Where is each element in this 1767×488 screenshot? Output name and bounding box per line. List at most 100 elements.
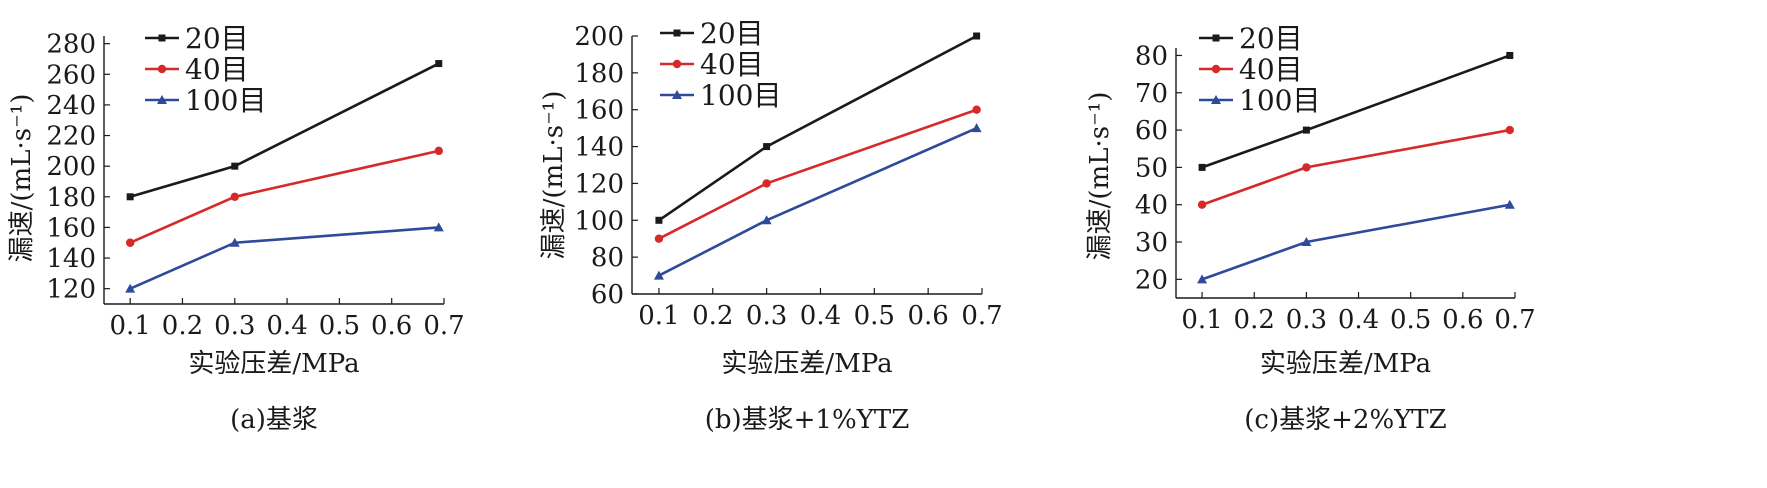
series-line-2 xyxy=(1201,128,1511,206)
data-point xyxy=(1301,237,1312,247)
y-tick-label: 120 xyxy=(574,169,624,199)
y-tick-label: 20 xyxy=(1135,265,1168,295)
series-line-3 xyxy=(658,126,978,277)
y-tick-label: 160 xyxy=(46,213,96,243)
y-tick-label: 120 xyxy=(46,275,96,305)
y-tick-label: 80 xyxy=(591,243,624,273)
y-tick-label: 100 xyxy=(574,206,624,236)
series-line-2 xyxy=(129,149,440,244)
data-point xyxy=(1302,126,1310,134)
series-line-2 xyxy=(658,108,978,240)
x-tick-label: 0.6 xyxy=(1442,305,1483,335)
x-tick-label: 0.3 xyxy=(1286,305,1327,335)
data-point xyxy=(1302,163,1311,172)
legend-label: 100目 xyxy=(185,84,266,117)
y-tick-label: 140 xyxy=(574,133,624,163)
x-axis-title: 实验压差/MPa xyxy=(1260,349,1431,379)
x-tick-label: 0.7 xyxy=(423,311,464,341)
data-point xyxy=(1504,199,1515,209)
data-point xyxy=(125,238,135,247)
y-tick-label: 80 xyxy=(1135,41,1168,71)
y-tick-label: 240 xyxy=(46,91,96,121)
y-tick-label: 160 xyxy=(574,96,624,126)
x-tick-label: 0.3 xyxy=(746,301,787,331)
panel-caption: (c)基浆+2%YTZ xyxy=(1244,405,1446,435)
legend-marker xyxy=(157,95,167,104)
legend-label: 100目 xyxy=(700,79,781,112)
data-point xyxy=(231,162,239,170)
data-point xyxy=(125,283,136,293)
data-point xyxy=(762,179,771,188)
panel-caption: (b)基浆+1%YTZ xyxy=(705,405,910,435)
x-tick-label: 0.5 xyxy=(854,301,895,331)
data-point xyxy=(972,105,981,114)
legend-marker xyxy=(672,59,682,69)
data-point xyxy=(229,237,240,247)
y-axis-title: 漏速/(mL·s⁻¹) xyxy=(1085,92,1115,261)
y-tick-label: 180 xyxy=(46,183,96,213)
data-point xyxy=(763,143,771,151)
series-line-3 xyxy=(1201,203,1511,281)
y-tick-label: 30 xyxy=(1135,228,1168,258)
legend-marker xyxy=(158,34,166,42)
x-tick-label: 0.1 xyxy=(638,301,679,331)
y-tick-label: 220 xyxy=(46,122,96,152)
data-point xyxy=(1506,51,1514,59)
x-axis-title: 实验压差/MPa xyxy=(188,349,359,379)
x-tick-label: 0.5 xyxy=(319,311,360,341)
data-point xyxy=(973,32,981,40)
x-tick-label: 0.1 xyxy=(109,311,150,341)
y-tick-label: 260 xyxy=(46,60,96,90)
data-point xyxy=(126,193,134,201)
y-tick-label: 60 xyxy=(591,280,624,310)
legend-marker xyxy=(1211,95,1221,104)
x-tick-label: 0.6 xyxy=(371,311,412,341)
y-tick-label: 280 xyxy=(46,30,96,60)
x-tick-label: 0.7 xyxy=(961,301,1002,331)
data-point xyxy=(435,60,443,68)
legend-label: 100目 xyxy=(1239,84,1320,117)
x-tick-label: 0.2 xyxy=(692,301,733,331)
y-axis-title: 漏速/(mL·s⁻¹) xyxy=(7,94,37,263)
data-point xyxy=(654,234,664,243)
legend-label: 40目 xyxy=(185,53,249,86)
panel-caption: (a)基浆 xyxy=(230,405,318,435)
legend-label: 40目 xyxy=(700,48,764,81)
legend-marker xyxy=(1211,64,1221,74)
series-line-1 xyxy=(129,62,440,199)
y-tick-label: 200 xyxy=(46,152,96,182)
y-tick-label: 50 xyxy=(1135,153,1168,183)
data-point xyxy=(653,270,664,280)
x-tick-label: 0.3 xyxy=(214,311,255,341)
legend-marker xyxy=(1212,34,1220,42)
chart-panel-3: 20 30 40 50 60 70 80 0.1 0.2 0.3 0.4 0.5 0.6 0.7 实验压差/… xyxy=(1085,22,1536,435)
y-tick-label: 40 xyxy=(1135,191,1168,221)
x-tick-label: 0.2 xyxy=(1234,305,1275,335)
legend-label: 40目 xyxy=(1239,53,1303,86)
x-tick-label: 0.4 xyxy=(800,301,841,331)
data-point xyxy=(971,123,982,133)
x-tick-label: 0.6 xyxy=(907,301,948,331)
legend-label: 20目 xyxy=(700,17,764,50)
legend-marker xyxy=(157,64,167,74)
data-point xyxy=(433,222,444,232)
x-tick-label: 0.4 xyxy=(1338,305,1379,335)
x-tick-label: 0.2 xyxy=(162,311,203,341)
data-point xyxy=(434,146,443,156)
data-point xyxy=(1197,200,1207,209)
y-tick-label: 70 xyxy=(1135,79,1168,109)
data-point xyxy=(761,215,772,225)
x-tick-label: 0.5 xyxy=(1390,305,1431,335)
y-tick-label: 200 xyxy=(574,22,624,52)
legend-marker xyxy=(673,29,681,37)
x-tick-label: 0.1 xyxy=(1181,305,1222,335)
y-tick-label: 60 xyxy=(1135,116,1168,146)
data-point xyxy=(655,216,663,224)
data-point xyxy=(1505,125,1514,135)
legend-label: 20目 xyxy=(185,22,249,55)
x-tick-label: 0.7 xyxy=(1494,305,1535,335)
data-point xyxy=(230,192,239,201)
legend-label: 20目 xyxy=(1239,22,1303,55)
